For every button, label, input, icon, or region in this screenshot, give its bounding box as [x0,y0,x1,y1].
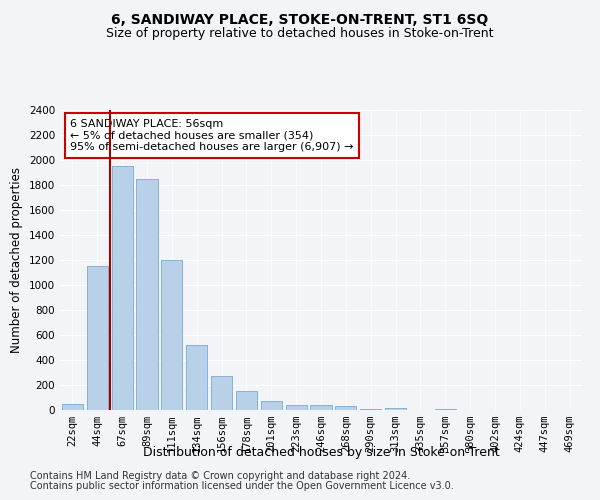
Bar [360,409,381,410]
Bar [286,405,307,410]
Bar [236,391,257,410]
Bar [186,345,207,410]
Text: Size of property relative to detached houses in Stoke-on-Trent: Size of property relative to detached ho… [106,28,494,40]
Bar [136,179,158,410]
Bar [335,406,356,410]
Bar [87,266,108,410]
Text: Contains public sector information licensed under the Open Government Licence v3: Contains public sector information licen… [30,481,454,491]
Text: Distribution of detached houses by size in Stoke-on-Trent: Distribution of detached houses by size … [143,446,499,459]
Bar [62,404,83,410]
Bar [310,405,332,410]
Bar [261,401,282,410]
Text: 6, SANDIWAY PLACE, STOKE-ON-TRENT, ST1 6SQ: 6, SANDIWAY PLACE, STOKE-ON-TRENT, ST1 6… [112,12,488,26]
Bar [211,376,232,410]
Text: Contains HM Land Registry data © Crown copyright and database right 2024.: Contains HM Land Registry data © Crown c… [30,471,410,481]
Text: 6 SANDIWAY PLACE: 56sqm
← 5% of detached houses are smaller (354)
95% of semi-de: 6 SANDIWAY PLACE: 56sqm ← 5% of detached… [70,119,354,152]
Bar [161,260,182,410]
Bar [112,166,133,410]
Bar [385,408,406,410]
Y-axis label: Number of detached properties: Number of detached properties [10,167,23,353]
